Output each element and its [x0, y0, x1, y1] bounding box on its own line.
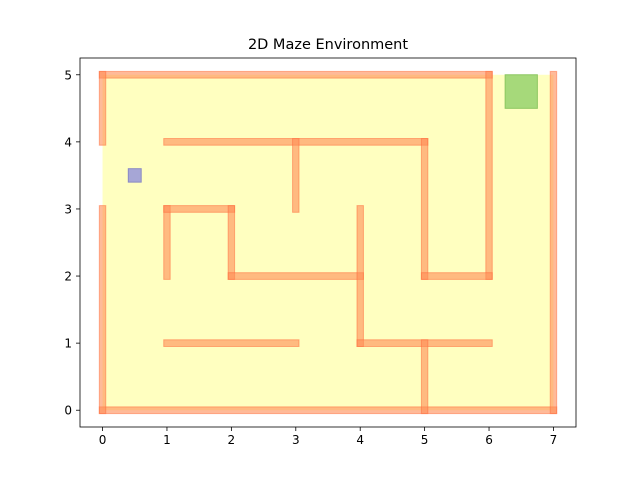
- maze-wall-1: [98, 70, 493, 79]
- x-tick-label-2: 2: [228, 433, 236, 447]
- maze-wall-7: [292, 138, 300, 213]
- maze-wall-4: [549, 70, 558, 415]
- x-tick-label-1: 1: [163, 433, 171, 447]
- y-tick-label-4: 4: [64, 135, 72, 149]
- chart-title: 2D Maze Environment: [248, 37, 408, 53]
- x-tick-label-0: 0: [99, 433, 107, 447]
- y-tick-label-3: 3: [64, 202, 72, 216]
- y-tick-label-0: 0: [64, 404, 72, 418]
- maze-wall-10: [163, 205, 171, 280]
- maze-wall-12: [227, 205, 236, 280]
- maze-wall-13: [227, 272, 364, 280]
- maze-wall-17: [420, 339, 429, 415]
- maze-wall-16: [163, 339, 300, 347]
- x-tick-label-4: 4: [356, 433, 364, 447]
- axes: 0 1 2 3 4 5 6 7 0 1 2 3 4 5: [64, 57, 577, 447]
- x-tick-label-6: 6: [485, 433, 493, 447]
- maze-wall-2: [98, 205, 107, 415]
- maze-wall-9: [420, 272, 493, 280]
- goal-marker: [504, 74, 538, 109]
- maze-wall-0: [98, 406, 558, 415]
- maze-floor: [102, 74, 554, 411]
- x-tick-label-5: 5: [421, 433, 429, 447]
- agent-marker: [127, 168, 142, 183]
- y-tick-label-5: 5: [64, 68, 72, 82]
- x-tick-label-3: 3: [292, 433, 300, 447]
- plot-area: [98, 70, 558, 415]
- maze-wall-5: [485, 70, 493, 280]
- axes-frame: [79, 57, 577, 428]
- x-tick-label-7: 7: [550, 433, 558, 447]
- y-tick-label-2: 2: [64, 270, 72, 284]
- y-tick-label-1: 1: [64, 337, 72, 351]
- maze-wall-14: [356, 205, 364, 347]
- maze-wall-3: [98, 70, 107, 146]
- maze-wall-8: [420, 138, 429, 280]
- maze-wall-11: [163, 205, 236, 213]
